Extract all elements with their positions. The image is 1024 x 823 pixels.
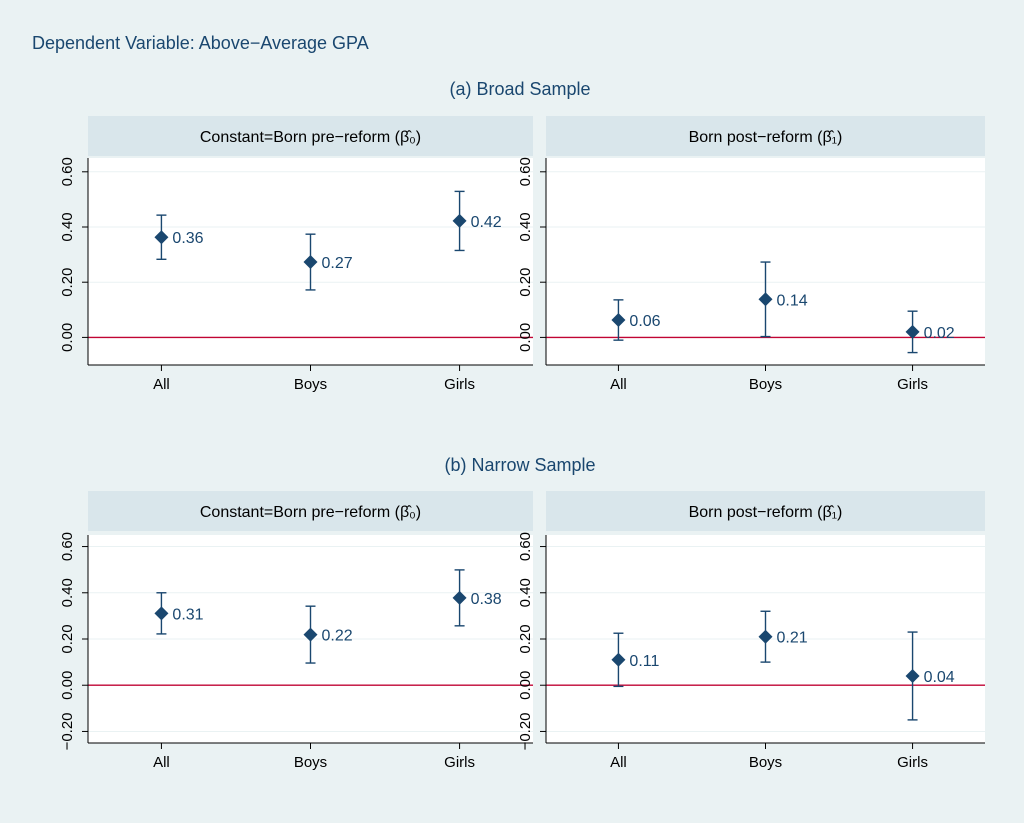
point-value-label: 0.06 xyxy=(629,313,660,330)
x-tick-label: Girls xyxy=(897,376,928,393)
y-tick-label: 0.60 xyxy=(59,157,76,186)
y-tick-label: 0.20 xyxy=(517,624,534,653)
x-tick-label: Girls xyxy=(897,754,928,771)
point-value-label: 0.04 xyxy=(924,669,955,686)
panel-broad-pre: Constant=Born pre−reform (β̂₀) 0.00 0.20 0.… xyxy=(59,116,533,393)
x-tick-label: Girls xyxy=(444,376,475,393)
point-value-label: 0.22 xyxy=(322,628,353,645)
panel-strip xyxy=(88,491,533,531)
y-tick-label: 0.40 xyxy=(517,578,534,607)
point-value-label: 0.21 xyxy=(777,630,808,647)
x-tick-label: All xyxy=(610,754,627,771)
x-tick-label: All xyxy=(610,376,627,393)
point-marker xyxy=(154,606,169,621)
panel-title: Born post−reform (β̂₁) xyxy=(689,504,843,521)
x-tick-label: All xyxy=(153,754,170,771)
x-tick-label: All xyxy=(153,376,170,393)
x-tick-label: Boys xyxy=(749,754,782,771)
y-tick-label: −0.20 xyxy=(517,712,534,750)
panel-narrow-post: Born post−reform (β̂₁) −0.20 0.00 0.20 0.40 0… xyxy=(517,491,985,771)
section-title-narrow: (b) Narrow Sample xyxy=(444,455,595,475)
y-tick-label: −0.20 xyxy=(59,712,76,750)
x-tick-label: Boys xyxy=(294,754,327,771)
point-marker xyxy=(154,230,169,245)
point-marker xyxy=(758,292,773,307)
y-tick-label: 0.40 xyxy=(517,212,534,241)
y-tick-label: 0.60 xyxy=(517,157,534,186)
point-marker xyxy=(452,213,467,228)
y-tick-label: 0.00 xyxy=(517,671,534,700)
y-tick-label: 0.00 xyxy=(517,323,534,352)
y-tick-label: 0.40 xyxy=(59,212,76,241)
point-marker xyxy=(303,627,318,642)
point-value-label: 0.02 xyxy=(924,325,955,342)
panel-narrow-pre: Constant=Born pre−reform (β̂₀) −0.20 0.00 0… xyxy=(59,491,533,771)
point-marker xyxy=(905,324,920,339)
panel-strip xyxy=(546,116,985,156)
y-tick-label: 0.60 xyxy=(59,532,76,561)
point-marker xyxy=(452,590,467,605)
point-value-label: 0.42 xyxy=(471,214,502,231)
y-tick-label: 0.40 xyxy=(59,578,76,607)
panel-title: Constant=Born pre−reform (β̂₀) xyxy=(200,129,421,146)
figure-title: Dependent Variable: Above−Average GPA xyxy=(32,33,369,53)
point-value-label: 0.31 xyxy=(172,606,203,623)
panel-strip xyxy=(88,116,533,156)
point-value-label: 0.27 xyxy=(322,255,353,272)
point-value-label: 0.38 xyxy=(471,591,502,608)
x-tick-label: Boys xyxy=(294,376,327,393)
point-marker xyxy=(758,629,773,644)
y-tick-label: 0.60 xyxy=(517,532,534,561)
point-marker xyxy=(303,255,318,270)
point-marker xyxy=(611,313,626,328)
y-tick-label: 0.20 xyxy=(59,268,76,297)
panel-title: Born post−reform (β̂₁) xyxy=(689,129,843,146)
y-tick-label: 0.00 xyxy=(59,671,76,700)
panel-title: Constant=Born pre−reform (β̂₀) xyxy=(200,504,421,521)
point-marker xyxy=(905,668,920,683)
point-value-label: 0.36 xyxy=(172,230,203,247)
y-tick-label: 0.20 xyxy=(517,268,534,297)
panels-group: Constant=Born pre−reform (β̂₀) 0.00 0.20 0.… xyxy=(59,116,985,771)
panel-broad-post: Born post−reform (β̂₁) 0.00 0.20 0.40 0.60 Al… xyxy=(517,116,985,393)
point-value-label: 0.11 xyxy=(629,653,659,670)
section-title-broad: (a) Broad Sample xyxy=(449,79,590,99)
point-marker xyxy=(611,652,626,667)
x-tick-label: Boys xyxy=(749,376,782,393)
point-value-label: 0.14 xyxy=(777,292,808,309)
panel-strip xyxy=(546,491,985,531)
y-tick-label: 0.20 xyxy=(59,624,76,653)
x-tick-label: Girls xyxy=(444,754,475,771)
y-tick-label: 0.00 xyxy=(59,323,76,352)
